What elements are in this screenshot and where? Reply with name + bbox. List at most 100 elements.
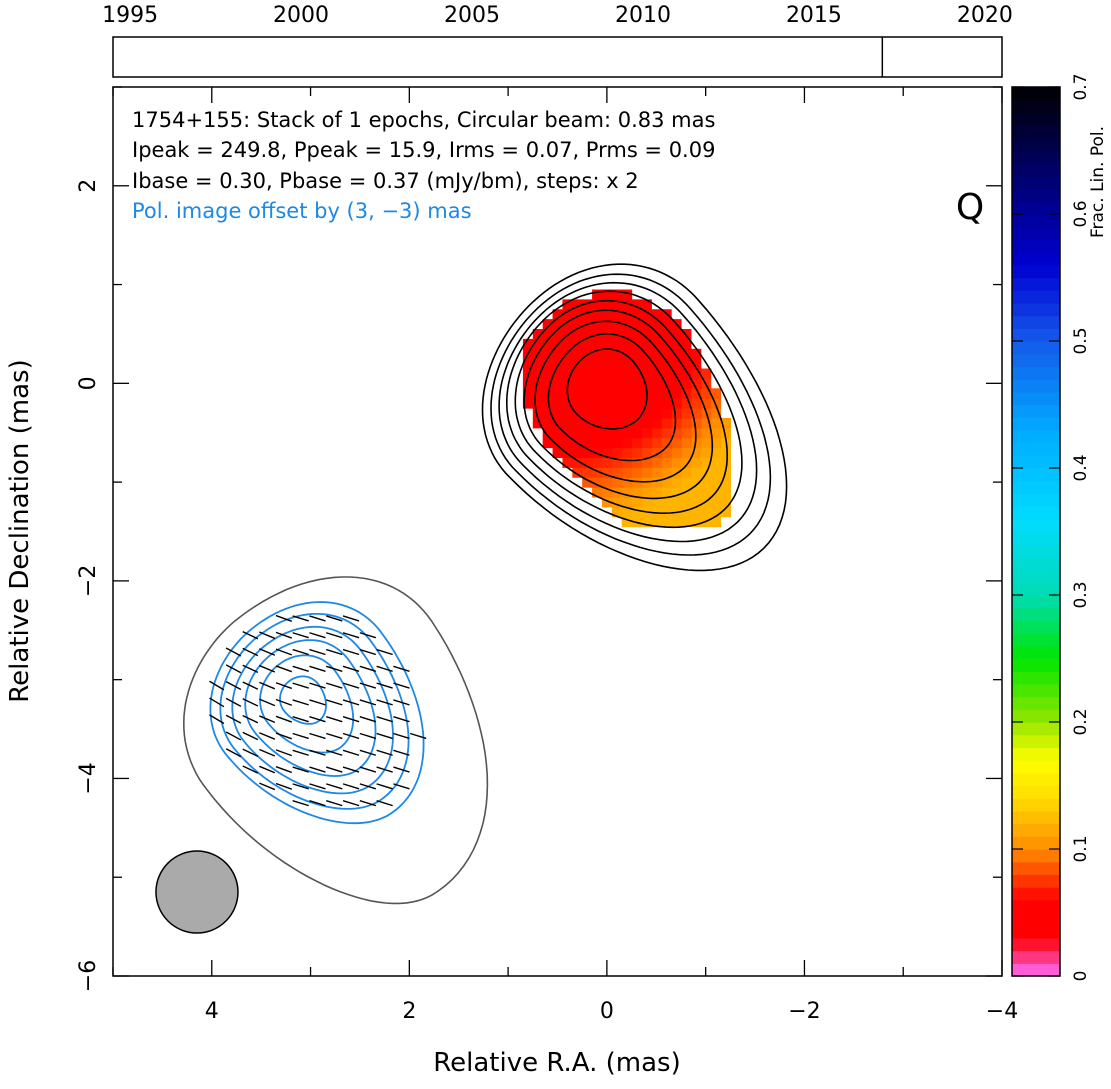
evpa-tick (275, 749, 293, 757)
frac-pol-pixel (562, 457, 573, 468)
frac-pol-pixel (621, 329, 633, 340)
evpa-tick (359, 648, 377, 656)
colorbar-swatch (1012, 277, 1060, 291)
frac-pol-pixel (690, 467, 702, 478)
frac-pol-pixel (651, 348, 662, 360)
frac-pol-pixel (671, 388, 682, 399)
evpa-tick (292, 632, 309, 639)
frac-pol-pixel (621, 299, 633, 310)
evpa-tick (326, 783, 343, 790)
evpa-tick (275, 715, 293, 723)
frac-pol-pixel (542, 358, 554, 370)
evpa-tick (326, 648, 343, 656)
colorbar-swatch (1012, 201, 1060, 215)
frac-pol-pixel (651, 319, 662, 330)
timeline-year-label: 2000 (273, 3, 329, 28)
frac-pol-pixel (621, 496, 633, 508)
frac-pol-pixel (592, 487, 603, 498)
evpa-tick (309, 716, 326, 723)
frac-pol-pixel (661, 408, 672, 419)
frac-pol-pixel (710, 516, 722, 528)
frac-pol-pixel (552, 447, 564, 459)
frac-pol-pixel (562, 319, 573, 330)
frac-pol-pixel (611, 388, 623, 399)
frac-pol-pixel (601, 368, 613, 379)
frac-pol-pixel (661, 398, 672, 409)
evpa-tick (275, 631, 293, 639)
colorbar-swatch (1012, 302, 1060, 317)
colorbar-swatch (1012, 480, 1060, 494)
frac-pol-pixel (542, 417, 554, 429)
colorbar-swatch (1012, 518, 1060, 533)
frac-pol-pixel (522, 338, 534, 350)
evpa-tick (242, 714, 259, 724)
evpa-tick (309, 682, 326, 689)
colorbar-swatch (1012, 747, 1060, 761)
evpa-tick (225, 697, 242, 707)
frac-pol-pixel (641, 408, 652, 419)
frac-pol-pixel (621, 467, 633, 478)
frac-pol-pixel (592, 398, 603, 409)
frac-pol-pixel (690, 348, 702, 360)
evpa-tick (342, 615, 360, 622)
frac-pol-pixel (671, 516, 682, 528)
colorbar-swatch (1012, 899, 1060, 914)
colorbar-swatch (1012, 874, 1060, 888)
frac-pol-pixel (671, 447, 682, 459)
frac-pol-pixel (621, 319, 633, 330)
evpa-tick (259, 765, 276, 774)
frac-pol-pixel (532, 338, 544, 350)
frac-pol-pixel (611, 319, 623, 330)
frac-pol-pixel (522, 358, 534, 370)
frac-pol-pixel (680, 447, 692, 459)
frac-pol-pixel (690, 487, 702, 498)
colorbar-tick-label: 0.5 (1071, 327, 1091, 354)
frac-pol-pixel (700, 427, 712, 439)
frac-pol-pixel (592, 299, 603, 310)
frac-pol-pixel (621, 408, 633, 419)
colorbar-swatch (1012, 493, 1060, 507)
restoring-beam (155, 850, 239, 934)
timeline-year-label: 2005 (444, 3, 500, 28)
frac-pol-pixel (710, 496, 722, 508)
frac-pol-pixel (532, 417, 544, 429)
frac-pol-pixel (601, 457, 613, 468)
frac-pol-pixel (661, 477, 672, 488)
stokes-i-contour (481, 263, 788, 572)
frac-pol-pixel (631, 348, 643, 360)
frac-pol-pixel (680, 398, 692, 409)
evpa-tick (342, 716, 360, 723)
colorbar-swatch (1012, 937, 1060, 952)
timeline-ticks: 1995 2000 2005 2010 2015 2020 (102, 3, 1013, 28)
frac-pol-pixel (690, 447, 702, 459)
frac-pol-pixel (671, 477, 682, 488)
frac-pol-pixel (631, 487, 643, 498)
colorbar-swatch (1012, 925, 1060, 939)
plot-area: 4 2 0 −2 −4 −6 −4 −2 0 2 Relative R.A. (mas) Rela… (5, 86, 1018, 1078)
frac-pol-pixel (532, 368, 544, 379)
y-tick-label: 0 (76, 376, 101, 390)
frac-pol-pixel (611, 398, 623, 409)
frac-pol-pixel (651, 309, 662, 320)
evpa-tick (225, 731, 242, 741)
frac-pol-pixel (542, 378, 554, 389)
evpa-tick (326, 699, 343, 706)
frac-pol-pixel (671, 368, 682, 379)
frac-pol-pixel (641, 457, 652, 468)
stokes-i-contour (498, 281, 758, 543)
plot-background (113, 87, 1002, 976)
frac-pol-pixel (700, 388, 712, 399)
frac-pol-pixel (621, 338, 633, 350)
evpa-tick (342, 699, 360, 706)
evpa-tick (242, 664, 259, 674)
frac-pol-pixel (562, 437, 573, 449)
evpa-tick (359, 716, 377, 723)
frac-pol-pixel (641, 496, 652, 508)
frac-pol-pixel (611, 496, 623, 508)
evpa-tick (309, 783, 326, 790)
evpa-tick (393, 766, 410, 773)
frac-pol-pixel (562, 338, 573, 350)
colorbar-swatch (1012, 696, 1060, 710)
frac-pol-pixel (631, 447, 643, 459)
colorbar-swatch (1012, 722, 1060, 736)
